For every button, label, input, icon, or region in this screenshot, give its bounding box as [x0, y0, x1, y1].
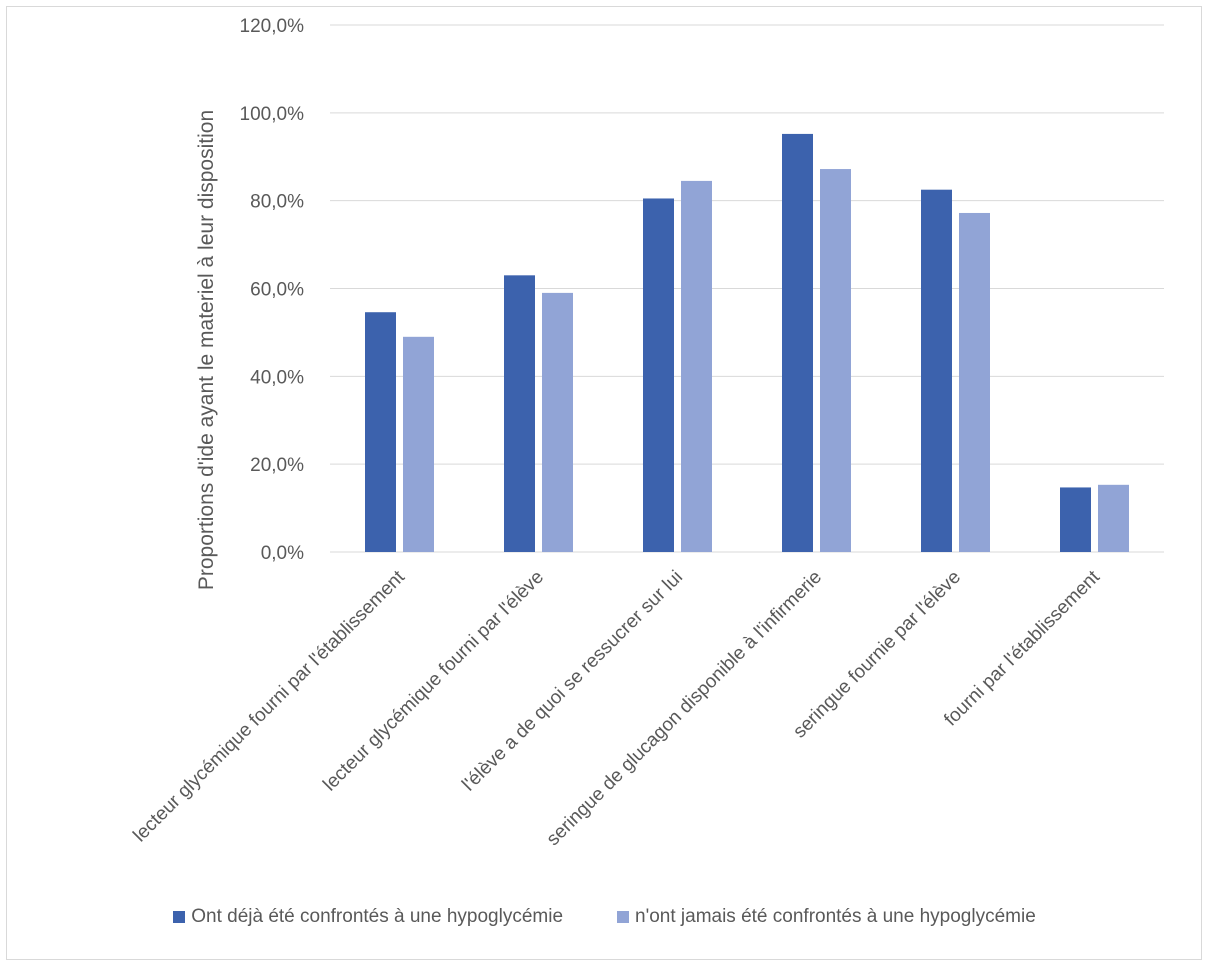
legend-swatch-series-2: [617, 911, 630, 923]
category-label: lecteur glycémique fourni par l'établiss…: [129, 566, 409, 846]
legend-item-series-2: n'ont jamais été confrontés à une hypogl…: [617, 906, 1036, 928]
bar-series-1: [921, 189, 952, 552]
legend-swatch-series-1: [173, 911, 186, 923]
y-tick-label: 60,0%: [250, 280, 304, 301]
bars: [365, 133, 1129, 553]
y-tick-label: 20,0%: [250, 455, 304, 476]
chart-frame: [6, 6, 1202, 960]
category-label: fourni par l'établissement: [940, 566, 1104, 730]
y-tick-label: 100,0%: [240, 104, 305, 125]
gridlines: [330, 24, 1164, 553]
bar-series-1: [782, 133, 813, 552]
y-tick-label: 120,0%: [240, 16, 305, 37]
y-tick-label: 40,0%: [250, 367, 304, 388]
bar-series-2: [820, 169, 851, 552]
legend-item-series-1: Ont déjà été confrontés à une hypoglycém…: [173, 906, 563, 928]
legend-label-series-2: n'ont jamais été confrontés à une hypogl…: [635, 906, 1036, 927]
y-tick-label: 80,0%: [250, 192, 304, 213]
legend-label-series-1: Ont déjà été confrontés à une hypoglycém…: [191, 906, 564, 927]
bar-series-2: [959, 212, 990, 553]
category-labels: lecteur glycémique fourni par l'établiss…: [129, 566, 1104, 850]
y-axis-title: Proportions d'ide ayant le materiel à le…: [195, 110, 218, 590]
category-label: seringue de glucagon disponible à l'infi…: [543, 567, 826, 850]
bar-series-2: [681, 180, 712, 552]
bar-series-2: [1098, 484, 1129, 552]
bar-series-1: [1060, 487, 1091, 552]
category-label: lecteur glycémique fourni par l'élève: [319, 567, 548, 796]
category-label: seringue fournie par l'élève: [789, 567, 965, 743]
y-tick-label: 0,0%: [261, 543, 304, 564]
bar-series-1: [504, 275, 535, 552]
legend: Ont déjà été confrontés à une hypoglycém…: [0, 897, 1209, 937]
category-label: l'élève a de quoi se ressucrer sur lui: [458, 567, 687, 796]
bar-series-1: [643, 198, 674, 553]
bar-series-1: [365, 312, 396, 552]
bar-series-2: [542, 292, 573, 552]
bar-series-2: [403, 336, 434, 552]
y-tick-labels: 0,0% 20,0% 40,0% 60,0% 80,0% 100,0% 120,0%: [240, 16, 305, 564]
